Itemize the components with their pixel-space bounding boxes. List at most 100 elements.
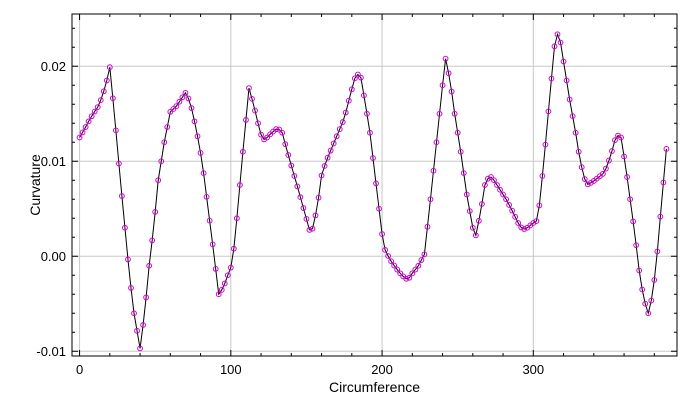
- data-point: [249, 95, 255, 102]
- data-point: [364, 110, 370, 117]
- data-point: [642, 300, 649, 307]
- data-point: [236, 182, 243, 188]
- data-point: [194, 133, 201, 140]
- data-point: [660, 179, 667, 186]
- series-line: [79, 32, 667, 349]
- data-point: [125, 256, 131, 263]
- data-point: [85, 118, 92, 125]
- data-point: [460, 170, 467, 177]
- data-point: [209, 241, 216, 248]
- data-point: [149, 237, 156, 244]
- data-point: [361, 92, 367, 99]
- data-point: [388, 258, 395, 265]
- data-point: [445, 70, 452, 77]
- data-point: [606, 157, 612, 164]
- data-point: [303, 216, 310, 222]
- data-point: [161, 139, 168, 146]
- tick-labels: 0 100 200 300 -0.01 0.00 0.01 0.02: [36, 59, 544, 377]
- data-point: [521, 226, 528, 232]
- data-point: [188, 105, 195, 111]
- data-point: [397, 270, 404, 277]
- data-point: [651, 277, 658, 283]
- data-point: [491, 177, 497, 184]
- data-point: [282, 141, 289, 148]
- data-point: [167, 108, 174, 115]
- data-point: [382, 246, 388, 253]
- data-point: [112, 127, 119, 134]
- data-point: [376, 205, 382, 212]
- data-point: [155, 177, 162, 184]
- data-point: [633, 242, 640, 249]
- data-point: [76, 134, 83, 141]
- y-tick-label: -0.01: [36, 344, 66, 359]
- data-point: [309, 225, 316, 232]
- data-point: [503, 196, 509, 203]
- data-point: [551, 43, 558, 50]
- data-point: [433, 139, 440, 146]
- data-point: [648, 297, 655, 304]
- grid: [72, 14, 677, 356]
- x-tick-label: 300: [522, 362, 544, 377]
- data-point: [448, 88, 455, 95]
- data-point: [197, 150, 204, 156]
- y-axis-label: Curvature: [27, 154, 43, 216]
- data-point: [88, 113, 95, 120]
- data-point: [421, 251, 428, 258]
- data-point: [115, 160, 122, 167]
- data-point: [279, 129, 286, 136]
- data-point: [557, 39, 564, 46]
- data-point: [485, 175, 491, 182]
- data-point: [581, 176, 588, 182]
- data-point: [630, 218, 637, 225]
- data-point: [533, 218, 540, 225]
- data-point: [482, 182, 488, 188]
- data-point: [412, 266, 419, 273]
- data-point: [554, 31, 561, 38]
- data-point: [336, 126, 343, 133]
- data-point: [463, 191, 470, 198]
- data-point: [291, 173, 298, 179]
- data-point: [264, 134, 271, 141]
- data-point: [327, 147, 334, 154]
- x-tick-label: 0: [76, 362, 83, 377]
- data-point: [294, 183, 301, 190]
- data-point: [109, 95, 116, 102]
- data-point: [312, 212, 319, 219]
- data-point: [367, 129, 373, 136]
- data-point: [143, 294, 150, 301]
- data-point: [515, 220, 522, 226]
- data-point: [545, 108, 552, 115]
- data-point: [500, 191, 506, 198]
- data-point: [391, 262, 398, 269]
- data-point: [636, 267, 643, 274]
- data-point: [406, 274, 413, 281]
- data-point: [119, 193, 125, 199]
- data-point: [584, 181, 591, 188]
- data-point: [469, 224, 476, 231]
- data-point: [506, 202, 513, 208]
- data-point: [103, 77, 110, 84]
- data-point: [385, 253, 392, 259]
- data-point: [339, 119, 346, 125]
- data-point: [569, 113, 576, 120]
- data-point: [122, 224, 128, 231]
- data-point: [536, 202, 543, 209]
- data-point: [403, 275, 410, 282]
- data-point: [454, 129, 461, 136]
- data-point: [330, 140, 337, 147]
- data-point: [240, 148, 246, 155]
- y-tick-label: 0.01: [41, 154, 66, 169]
- data-point: [566, 96, 573, 103]
- data-point: [221, 280, 228, 287]
- data-point: [94, 104, 101, 110]
- data-point: [624, 174, 630, 180]
- data-point: [645, 310, 652, 317]
- data-point: [276, 126, 283, 133]
- data-point: [512, 213, 519, 220]
- data-point: [560, 58, 567, 65]
- data-point: [494, 182, 500, 188]
- data-point: [243, 117, 249, 123]
- data-point: [663, 146, 670, 152]
- data-point: [418, 257, 425, 263]
- data-point: [252, 107, 258, 114]
